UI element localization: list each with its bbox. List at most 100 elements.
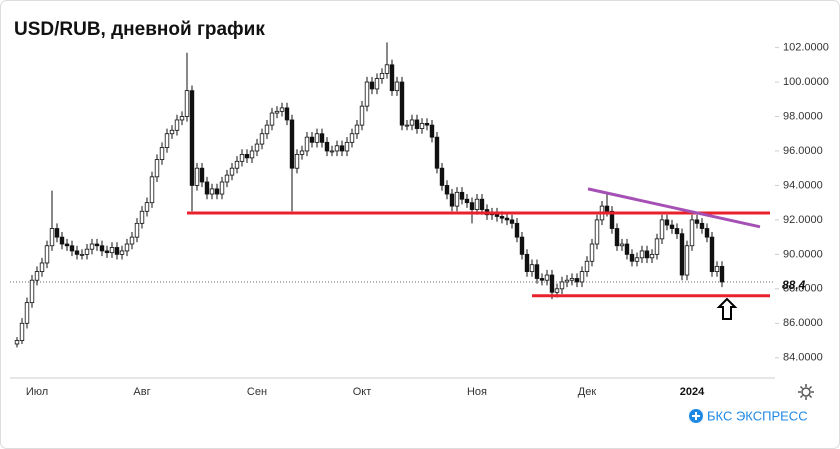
candle-body [249,150,255,159]
candle-body [154,159,160,178]
candle-body [184,90,190,117]
candle-body [444,185,450,195]
candle-body [274,110,280,114]
candle-body [89,243,95,250]
candle-body [614,228,620,247]
candle-body [539,278,545,281]
candle-body [164,133,170,148]
candle-body [344,141,350,152]
candle-body [389,64,395,92]
trend-line [587,187,761,229]
candle-body [359,105,365,126]
candle-body [264,124,270,135]
candle-body [79,253,85,256]
candle-body [134,222,140,238]
candle-body [509,219,515,224]
gear-icon[interactable] [798,384,814,400]
candle-body [604,205,610,212]
candle-body [64,243,70,247]
candle-body [269,112,275,126]
candle-body [99,245,105,252]
candle-body [144,202,150,212]
candle-body [649,253,655,259]
candle-body [24,302,30,324]
candle-body [439,167,445,186]
y-tick-label: 88.0000 [783,283,823,295]
candle-body [279,107,285,112]
candle-body [424,122,430,126]
chart-title: USD/RUB, дневной график [14,19,265,40]
y-tick-label: 86.0000 [783,317,823,329]
candle-body [179,116,185,121]
candle-body [349,133,355,143]
candle-body [329,150,335,153]
candle-body [669,224,675,229]
y-tick-label: 94.0000 [783,179,823,191]
candle-body [569,278,575,281]
candle-body [314,133,320,143]
candle-body [684,245,690,276]
candle-body [299,150,305,155]
candle-body [74,250,80,255]
candle-body [289,119,295,169]
candle-body [124,243,130,252]
candle-body [354,124,360,135]
candle-body [589,243,595,262]
candle-body [414,119,420,129]
candle-body [209,188,215,195]
candle-body [199,167,205,183]
candle-body [499,216,505,219]
candle-body [244,154,250,159]
candle-body [584,260,590,273]
candle-body [364,81,370,107]
candle-body [619,243,625,247]
candle-body [309,136,315,143]
candle-body [719,266,725,283]
candle-body [479,198,485,210]
x-tick-label: Июл [26,386,48,398]
candle-body [169,129,175,135]
candle-body [324,141,330,152]
x-tick-label: Ноя [467,386,487,398]
candle-body [679,233,685,276]
candle-body [259,133,265,145]
candle-body [304,136,310,152]
x-tick-label: 2024 [680,386,705,398]
y-tick-label: 100.0000 [783,76,829,88]
candle-body [564,279,570,283]
candle-body [109,247,115,254]
candle-body [29,279,35,304]
candle-body [704,228,710,238]
candle-body [339,145,345,152]
candle-body [114,247,120,255]
candle-body [204,181,210,195]
brand-logo [689,409,703,423]
candle-body [284,107,290,121]
candle-body [469,202,475,210]
candle-body [519,236,525,255]
brand-name: БКС ЭКСПРЕСС [707,408,808,423]
candle-body [699,222,705,229]
x-tick-label: Сен [247,386,267,398]
candle-body [659,219,665,240]
candle-body [579,271,585,283]
y-tick-label: 92.0000 [783,214,823,226]
candle-body [419,122,425,129]
candle-body [104,250,110,254]
candle-body [219,181,225,195]
candle-body [334,145,340,152]
candle-body [609,210,615,229]
candle-body [39,262,45,273]
candle-body [549,274,555,293]
candle-body [254,143,260,152]
candle-body [369,81,375,90]
candle-body [504,217,510,221]
y-tick-label: 102.0000 [783,41,829,53]
candle-body [149,176,155,204]
candle-body [34,271,40,281]
candle-body [409,119,415,126]
candle-body [534,264,540,279]
candle-body [374,78,380,90]
